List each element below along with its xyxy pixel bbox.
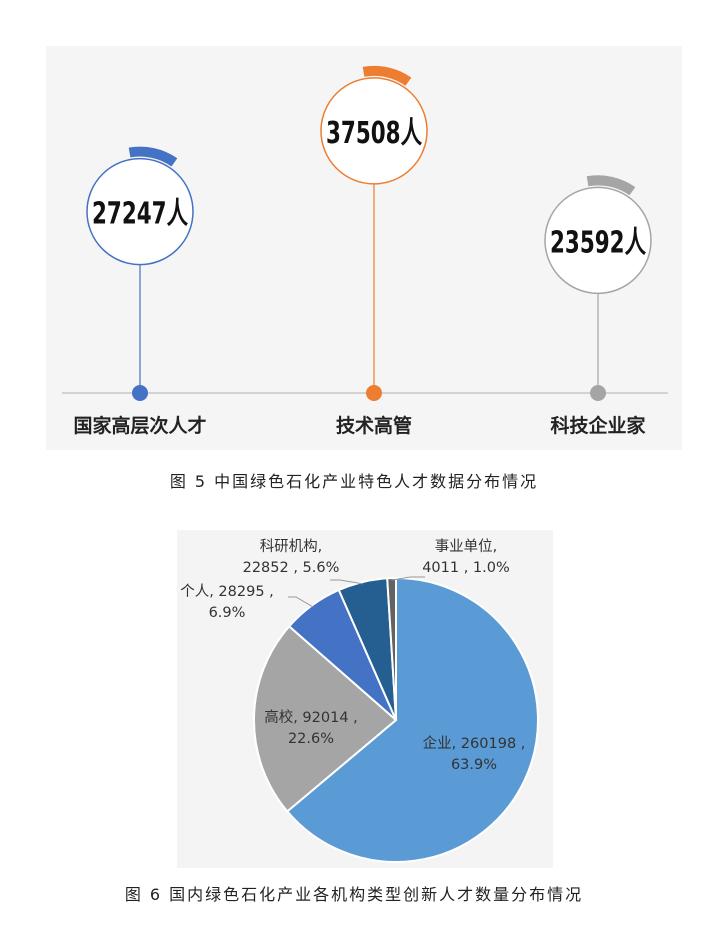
leader-line-2 [288, 596, 314, 608]
figure6-chart: 企业, 260198 , 63.9% 高校, 92014 , 22.6% 个人, 282… [180, 538, 539, 863]
bubble-0 [86, 157, 194, 266]
figure5-caption: 图 5 中国绿色石化产业特色人才数据分布情况 [169, 472, 539, 491]
slice-label-1-0: 高校, 92014 , [264, 709, 358, 726]
leader-line-3 [330, 579, 364, 585]
bubble-tab-1 [362, 65, 412, 86]
slice-label-2-1: 6.9% [209, 605, 246, 621]
pie-slice-1 [253, 624, 398, 813]
slice-label-0-0: 企业, 260198 , [423, 734, 526, 752]
slice-label-4-0: 事业单位, [435, 538, 498, 555]
slice-label-1-1: 22.6% [288, 731, 334, 747]
value-label-0: 27247人 [92, 197, 188, 232]
base-dot-1 [366, 385, 382, 401]
category-label-0: 国家高层次人才 [73, 414, 206, 437]
leader-line-4 [391, 576, 425, 581]
slice-label-2-0: 个人, 28295 , [180, 583, 274, 600]
base-dot-2 [590, 385, 606, 401]
bubble-1 [320, 77, 428, 185]
slice-label-3-1: 22852 , 5.6% [243, 560, 340, 576]
pie-slice-4 [386, 576, 397, 721]
bubble-2 [544, 186, 652, 295]
category-label-1: 技术高管 [336, 414, 412, 437]
category-label-2: 科技企业家 [550, 414, 646, 437]
slice-label-4-1: 4011 , 1.0% [422, 560, 510, 576]
bubble-tab-2 [586, 175, 636, 196]
bubble-tab-0 [128, 146, 178, 167]
slice-label-3-0: 科研机构, [260, 538, 323, 555]
value-label-2: 23592人 [550, 225, 646, 260]
base-dot-0 [132, 385, 148, 401]
value-label-1: 37508人 [326, 116, 422, 151]
figure6-caption: 图 6 国内绿色石化产业各机构类型创新人才数量分布情况 [124, 885, 584, 904]
slice-label-0-1: 63.9% [451, 757, 497, 773]
pie-slice-0 [285, 576, 539, 863]
